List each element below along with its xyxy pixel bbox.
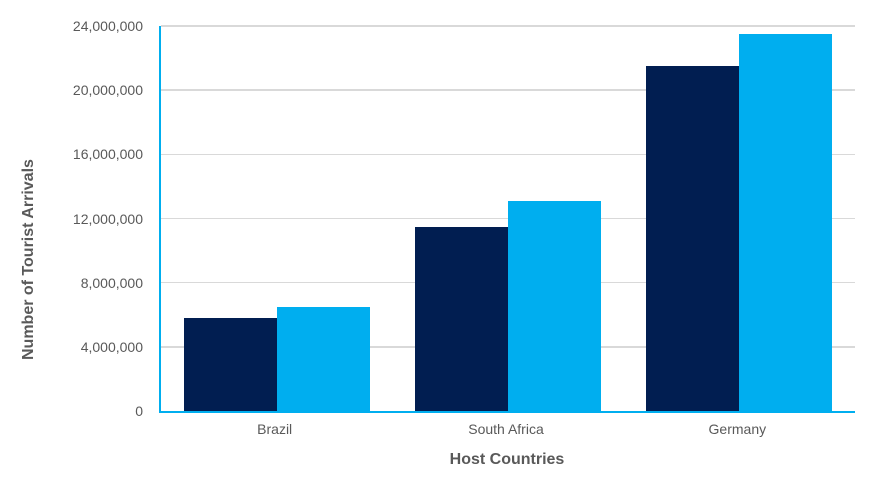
gridline: [161, 89, 855, 91]
bar-series-light-blue-brazil: [276, 306, 370, 411]
x-category-label: Germany: [708, 421, 767, 437]
x-axis-title: Host Countries: [449, 451, 565, 468]
y-axis-tick-labels: 0 4,000,000 8,000,000 12,000,000 16,000,000 2…: [0, 18, 143, 419]
y-tick-label: 24,000,000: [72, 18, 143, 34]
x-axis-category-labels: Brazil South Africa Germany: [159, 419, 855, 439]
x-category-label: South Africa: [468, 421, 544, 437]
bar-series-light-blue-germany: [739, 34, 833, 411]
bar-group-brazil: [161, 26, 392, 411]
gridline: [161, 25, 855, 27]
y-tick-label: 4,000,000: [80, 338, 143, 355]
y-tick-label: 0: [135, 403, 143, 419]
y-tick-label: 12,000,000: [72, 210, 143, 227]
gridline: [161, 153, 855, 156]
x-category-label: Brazil: [257, 421, 293, 437]
bar-series-light-blue-south-africa: [507, 200, 601, 411]
bar-group-germany: [624, 26, 855, 411]
bar-series-dark-navy-germany: [646, 66, 740, 411]
y-tick-label: 20,000,000: [72, 82, 143, 99]
y-tick-label: 16,000,000: [72, 146, 143, 163]
bar-group-south-africa: [392, 26, 623, 411]
y-tick-label: 8,000,000: [80, 274, 143, 291]
plot-area: [159, 25, 855, 413]
bar-series-dark-navy-brazil: [183, 317, 277, 411]
bar-series-dark-navy-south-africa: [414, 226, 508, 411]
